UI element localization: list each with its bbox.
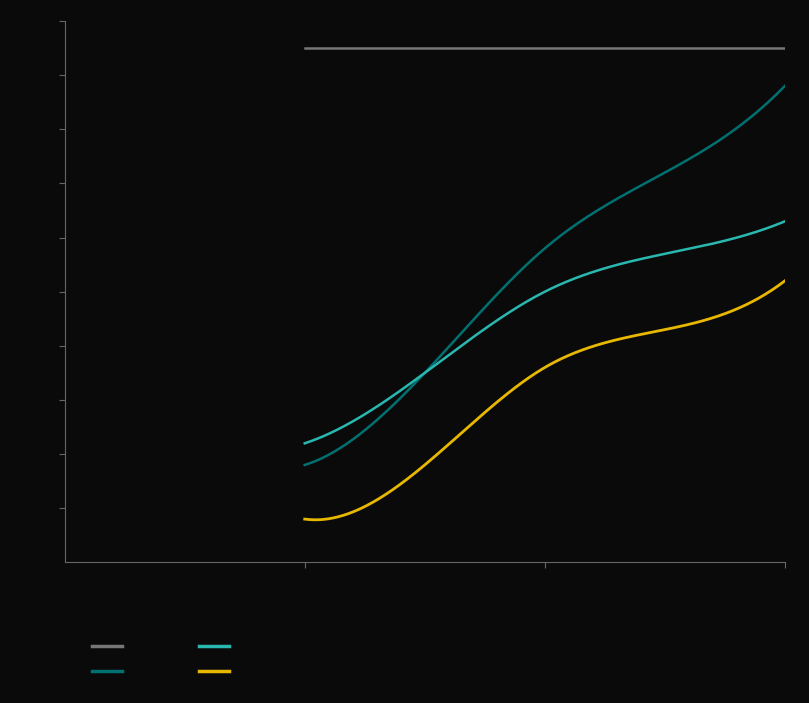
Legend: , , , : , , ,: [86, 634, 242, 685]
